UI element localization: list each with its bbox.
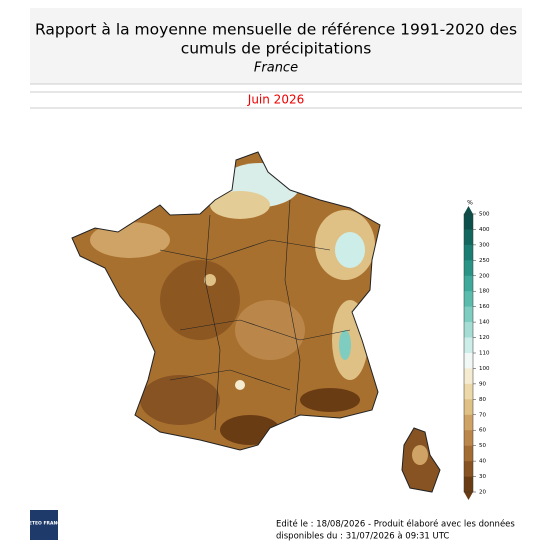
legend-label: 80 <box>479 397 486 403</box>
legend-label: 140 <box>479 320 490 326</box>
france-border <box>71 151 381 451</box>
legend-label: 120 <box>479 335 490 341</box>
legend-label: 60 <box>479 428 486 434</box>
legend-label: 200 <box>479 273 490 279</box>
legend-label: 160 <box>479 304 490 310</box>
footer: disponibles du : 31/07/2026 à 09:31 UTC <box>276 532 449 542</box>
france-map <box>72 152 380 450</box>
legend-swatch <box>464 399 473 416</box>
legend-swatch <box>464 275 473 292</box>
subtitle: France <box>254 61 298 76</box>
legend-arrow <box>464 206 473 214</box>
legend-unit: % <box>467 200 473 207</box>
legend-swatch <box>464 430 473 446</box>
title: cumuls de précipitations <box>181 40 372 58</box>
department-borders <box>159 199 351 431</box>
legend-label: 70 <box>479 412 486 418</box>
legend-label: 400 <box>479 227 490 233</box>
legend-label: 40 <box>479 459 486 465</box>
legend-swatch <box>464 368 473 385</box>
legend-swatch <box>464 214 473 230</box>
legend: % 500 400 300 250 200 180 160 140 120 110 100 90 80 7… <box>463 200 490 500</box>
legend-label: 30 <box>479 474 486 480</box>
legend-swatch <box>464 461 473 477</box>
period: Juin 2026 <box>247 93 304 107</box>
legend-label: 180 <box>479 289 490 295</box>
legend-swatch <box>464 229 473 246</box>
legend-label: 300 <box>479 242 490 248</box>
legend-swatch <box>464 445 473 462</box>
footer: Edité le : 18/08/2026 - Produit élaboré … <box>276 519 515 530</box>
legend-swatch <box>464 322 473 338</box>
logo-text: METEO FRANCE <box>24 521 63 527</box>
legend-label: 250 <box>479 258 490 264</box>
legend-swatch <box>464 414 473 431</box>
legend-swatch <box>464 353 473 369</box>
legend-swatch <box>464 291 473 307</box>
legend-swatch <box>464 244 473 261</box>
legend-label: 110 <box>479 351 490 357</box>
title-box <box>30 8 522 84</box>
corsica-border <box>401 427 441 493</box>
title: Rapport à la moyenne mensuelle de référe… <box>35 21 517 39</box>
legend-label: 100 <box>479 366 490 372</box>
legend-label: 90 <box>479 381 486 387</box>
legend-arrow <box>464 492 473 500</box>
legend-label: 50 <box>479 443 486 449</box>
legend-swatch <box>464 337 473 354</box>
legend-swatch <box>464 306 473 323</box>
legend-swatch <box>464 383 473 400</box>
corsica-map <box>402 428 440 492</box>
legend-label: 20 <box>479 490 486 496</box>
legend-swatch <box>464 476 473 493</box>
legend-swatch <box>464 260 473 277</box>
legend-label: 500 <box>479 212 490 218</box>
logo <box>30 510 58 540</box>
